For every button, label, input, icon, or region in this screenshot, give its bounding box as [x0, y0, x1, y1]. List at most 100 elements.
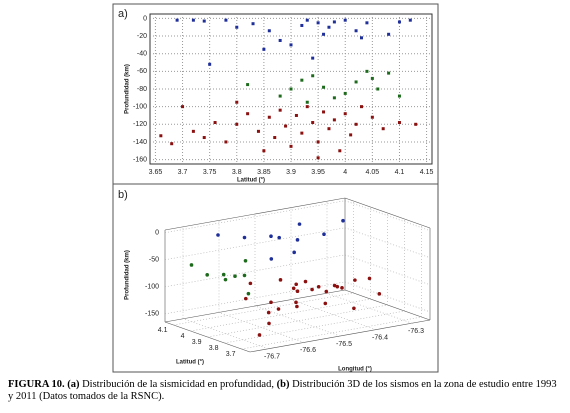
data-point [365, 69, 369, 73]
y-tick-label: 3.7 [226, 351, 236, 358]
data-point [235, 25, 239, 29]
data-point [273, 136, 277, 140]
y-tick-label: -120 [133, 121, 147, 128]
x-tick-label: 4 [343, 169, 347, 176]
x-tick-label: 3.7 [178, 169, 188, 176]
data-point [295, 238, 300, 242]
data-point [278, 38, 282, 42]
data-point [397, 121, 401, 125]
data-point [297, 222, 302, 226]
y-tick-label: 4.1 [158, 327, 168, 334]
data-point [267, 115, 271, 119]
data-point [408, 18, 412, 22]
data-point [208, 62, 212, 66]
data-point [202, 19, 206, 23]
grid-line [207, 304, 388, 338]
data-point [367, 276, 372, 281]
data-point [310, 287, 314, 292]
data-point [244, 296, 248, 301]
data-point [159, 134, 163, 138]
data-point [327, 127, 331, 131]
grid-line [241, 316, 422, 350]
data-point [224, 140, 228, 144]
data-point [213, 121, 217, 125]
figure: 3.65 3.7 3.75 3.8 3.85 3.9 3.95 4 4.05 4.1 4.15 0 -2… [112, 3, 439, 373]
data-point [305, 100, 309, 104]
data-point [246, 83, 250, 87]
data-point [322, 110, 326, 114]
caption-text: Distribución 3D de los sismos en la zona… [8, 379, 557, 402]
x-tick-label: 4.1 [395, 169, 405, 176]
y-tick-label: 3.8 [209, 345, 219, 352]
y-tick-label: 3.9 [192, 339, 202, 346]
x-tick-label: -76.3 [408, 328, 424, 335]
caption-figure: FIGURA 10. [8, 379, 65, 390]
data-point [316, 21, 320, 25]
data-point [370, 115, 374, 119]
data-point [243, 258, 248, 263]
data-point [332, 118, 336, 122]
x-tick-label: -76.7 [264, 354, 280, 361]
data-point [251, 22, 255, 26]
data-point [276, 307, 281, 311]
data-point [341, 218, 345, 223]
x-tick-label: 3.75 [203, 169, 217, 176]
data-point [246, 291, 251, 296]
data-point [305, 105, 309, 109]
x-tick-label: 3.85 [257, 169, 271, 176]
y-tick-label: -140 [133, 139, 147, 146]
data-point [242, 235, 247, 240]
data-point [294, 282, 299, 287]
data-point [324, 289, 329, 294]
data-point [377, 292, 382, 296]
panel-label: b) [118, 189, 128, 201]
data-point [289, 43, 293, 47]
data-point [300, 78, 304, 82]
data-point [387, 71, 391, 75]
y-axis-label: Latitud (°) [176, 360, 204, 366]
data-point [202, 136, 206, 140]
caption-text: Distribución de la sismicidad en profund… [82, 379, 274, 390]
grid-line [164, 200, 346, 234]
data-point [292, 250, 297, 255]
data-point [343, 18, 347, 22]
x-tick-label: -76.5 [336, 341, 352, 348]
data-point [316, 284, 321, 289]
data-point [284, 124, 288, 128]
caption: FIGURA 10. (a) Distribución de la sismic… [8, 379, 563, 403]
y-tick-label: -60 [137, 68, 147, 75]
data-point [360, 36, 363, 40]
data-point [294, 300, 298, 305]
data-point [262, 47, 266, 51]
z-tick-label: -100 [145, 284, 159, 291]
grid-line [224, 310, 405, 344]
data-point [332, 283, 337, 288]
grid-line [326, 292, 413, 324]
data-point [181, 105, 185, 109]
data-point [221, 272, 226, 277]
z-axis-label: Profundidad (km) [125, 250, 131, 300]
data-point [354, 29, 358, 33]
data-point [387, 32, 391, 36]
data-point [269, 257, 274, 261]
data-point [323, 301, 328, 306]
data-point [269, 300, 273, 305]
data-point [295, 289, 300, 294]
panel-frame [112, 183, 439, 373]
data-point [311, 121, 315, 125]
data-point [233, 274, 237, 278]
x-tick-label: 3.8 [232, 169, 242, 176]
data-point [289, 144, 293, 148]
data-point [316, 140, 320, 144]
caption-a: (a) [67, 379, 80, 390]
data-point [223, 277, 228, 282]
data-point [327, 25, 331, 29]
data-point [191, 129, 195, 133]
data-point [175, 18, 179, 22]
y-tick-label: 0 [143, 15, 147, 22]
data-point [365, 21, 369, 25]
grid-line [344, 281, 431, 313]
x-tick-label: 4.05 [366, 169, 380, 176]
data-point [305, 18, 309, 22]
